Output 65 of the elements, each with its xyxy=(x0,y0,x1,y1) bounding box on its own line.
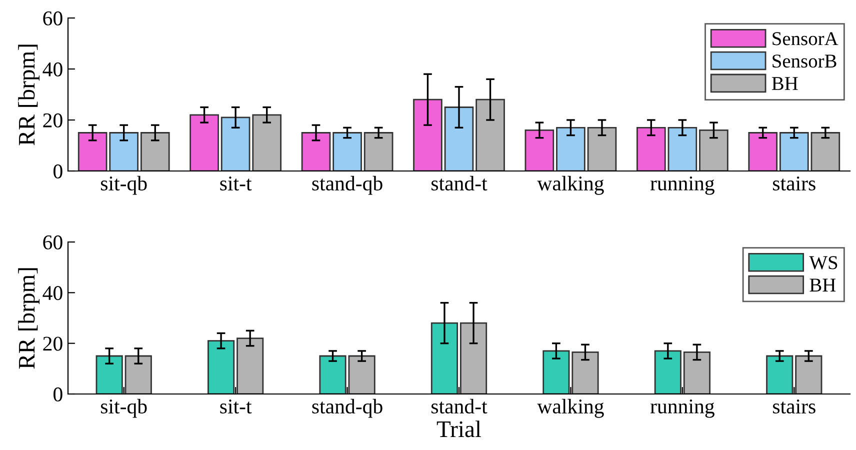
y-tick-label: 40 xyxy=(42,286,62,300)
x-tick-label: stand-t xyxy=(432,176,488,191)
bar xyxy=(795,355,822,394)
x-tick-label: stand-qb xyxy=(312,176,382,195)
bar xyxy=(252,114,282,171)
bar xyxy=(556,126,586,171)
legend-label: WS xyxy=(809,256,838,270)
bar xyxy=(766,355,794,394)
bar xyxy=(636,126,666,171)
y-tick-label: 20 xyxy=(43,113,62,128)
bar xyxy=(810,132,840,171)
x-axis-title: Trial xyxy=(436,420,482,438)
bar xyxy=(301,132,331,171)
x-tick-label: stairs xyxy=(773,400,816,414)
bar xyxy=(460,322,488,394)
bar xyxy=(748,132,778,171)
bar xyxy=(654,350,682,394)
x-tick-label: running xyxy=(650,399,714,418)
bar xyxy=(364,132,394,171)
bar xyxy=(109,132,139,171)
bar xyxy=(332,132,362,171)
bar xyxy=(779,132,809,171)
bar xyxy=(236,338,264,394)
x-tick-label: sit-t xyxy=(220,400,252,414)
bar xyxy=(572,352,599,394)
bar xyxy=(348,355,376,394)
bar xyxy=(587,126,617,171)
legend-label: BH xyxy=(772,77,798,90)
legend-label: BH xyxy=(810,278,836,292)
bar xyxy=(444,106,474,171)
bar xyxy=(220,116,250,171)
x-tick-label: walking xyxy=(537,176,604,195)
legend-label: SensorA xyxy=(772,32,838,46)
x-tick-label: sit-qb xyxy=(100,176,147,195)
x-tick-label: sit-t xyxy=(220,176,252,191)
x-tick-label: stand-t xyxy=(432,398,488,414)
bar xyxy=(683,352,710,394)
bar xyxy=(140,132,170,171)
bar xyxy=(319,355,346,394)
y-tick-label: 20 xyxy=(43,336,62,351)
y-axis-title: RR [brpm] xyxy=(18,268,40,369)
bar xyxy=(524,130,554,171)
bar xyxy=(413,98,442,171)
y-tick-label: 60 xyxy=(43,11,62,26)
bar xyxy=(476,98,505,171)
bar xyxy=(668,126,698,171)
bar xyxy=(124,355,152,394)
bar xyxy=(699,130,728,171)
legend-label: SensorB xyxy=(772,54,836,68)
y-tick-label: 60 xyxy=(43,235,62,250)
bar xyxy=(190,114,219,171)
bar xyxy=(542,350,570,394)
bar xyxy=(430,322,458,394)
y-tick-label: 0 xyxy=(54,387,62,402)
y-tick-label: 0 xyxy=(54,164,62,178)
x-tick-label: running xyxy=(650,176,714,195)
y-tick-label: 40 xyxy=(42,62,62,76)
bar xyxy=(96,355,123,394)
x-tick-label: stand-qb xyxy=(312,398,382,418)
x-tick-label: walking xyxy=(537,398,604,418)
x-tick-label: stairs xyxy=(773,176,816,191)
bar xyxy=(78,132,108,171)
x-tick-label: sit-qb xyxy=(100,398,147,418)
y-axis-title: RR [brpm] xyxy=(18,44,40,146)
bar xyxy=(208,340,235,394)
